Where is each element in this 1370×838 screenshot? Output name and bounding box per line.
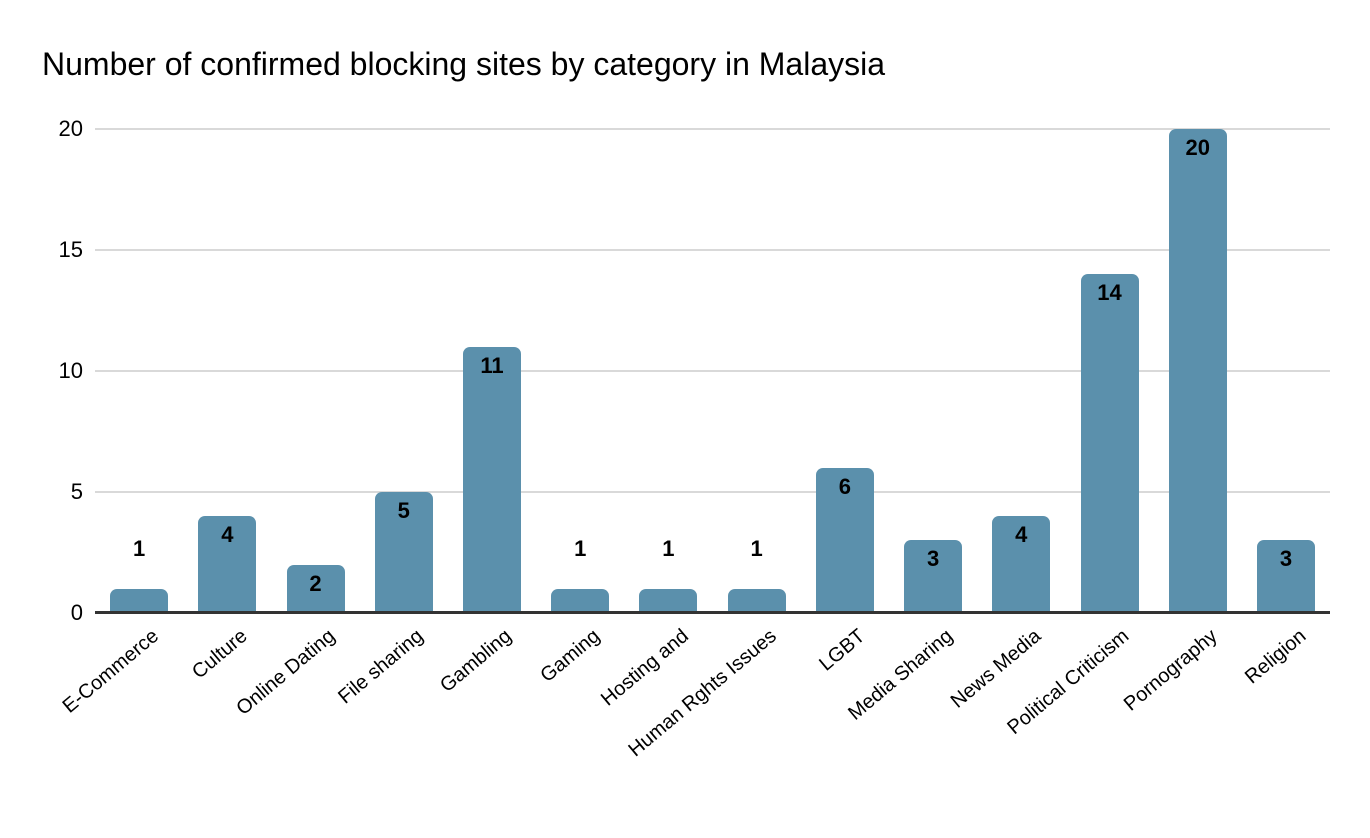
x-axis-label: Religion [1240, 625, 1311, 689]
bar-group: 6 LGBT [801, 129, 889, 675]
bar-value-label: 14 [1097, 280, 1122, 306]
y-axis-tick-label: 0 [70, 600, 83, 625]
bar-group: 4 Culture [183, 129, 271, 683]
bar-value-label: 11 [480, 352, 504, 378]
y-axis-tick-label: 5 [70, 479, 83, 504]
bar-group: 1 E-Commerce [59, 129, 183, 718]
x-axis-label: Culture [187, 625, 252, 684]
bar-value-label: 2 [309, 570, 322, 596]
bar-value-label: 4 [1015, 522, 1028, 548]
bar [286, 564, 345, 613]
bar-value-label: 3 [926, 546, 940, 572]
bar-group: 1 Human Rghts Issues [624, 129, 801, 761]
bar-group: 5 File sharing [335, 129, 448, 708]
bar [110, 588, 169, 613]
plot-area: 0 5 10 15 20 1 E-Commerce 4 Culture 2 Online Dati… [59, 116, 1330, 761]
y-axis-tick-label: 20 [58, 116, 83, 141]
bar [1168, 129, 1227, 613]
x-axis-line [95, 611, 1330, 614]
bar [198, 516, 257, 613]
bar-group: 1 Gaming [536, 129, 624, 687]
x-axis-label: LGBT [814, 625, 870, 676]
bar [904, 540, 963, 613]
bar-value-label: 5 [397, 498, 410, 523]
gridline [95, 249, 1330, 251]
y-axis-tick-label: 15 [58, 237, 83, 262]
x-axis-label: Gaming [536, 625, 605, 687]
bar-value-label: 20 [1185, 135, 1210, 160]
bar [462, 346, 521, 613]
x-axis-label: Pornography [1119, 625, 1222, 716]
bar-value-label: 4 [221, 522, 234, 548]
gridline [95, 370, 1330, 372]
bar-group: 20 Pornography [1120, 129, 1242, 715]
bar-group: 3 Religion [1241, 129, 1330, 688]
gridline [95, 128, 1330, 130]
bar [727, 588, 786, 613]
bar [551, 588, 610, 613]
bar [992, 516, 1051, 613]
bar [1256, 540, 1315, 613]
bar-value-label: 1 [662, 535, 675, 561]
x-axis-label: Human Rghts Issues [624, 625, 781, 762]
bar-value-label: 1 [574, 535, 587, 561]
bar [1080, 274, 1139, 613]
bars-row: 1 E-Commerce 4 Culture 2 Online Dating 5 File s… [59, 129, 1330, 761]
x-axis-label: E-Commerce [58, 625, 164, 718]
bar-group: 11 Gambling [436, 129, 536, 697]
bar-group: 3 Media Sharing [844, 129, 977, 725]
chart-title: Number of confirmed blocking sites by ca… [42, 46, 886, 82]
bar-group: 14 Political Criticism [1004, 129, 1153, 739]
x-axis-label: Gambling [436, 625, 517, 697]
bar [815, 467, 874, 613]
x-axis-label: File sharing [334, 625, 428, 709]
bar-group: 4 News Media [947, 129, 1065, 713]
bar-group: 2 Online Dating [233, 129, 359, 720]
bar [639, 588, 698, 613]
bar [374, 492, 433, 613]
y-axis-tick-label: 10 [58, 358, 83, 383]
gridline [95, 491, 1330, 493]
bar-value-label: 1 [132, 535, 146, 561]
bar-value-label: 6 [838, 473, 851, 499]
bar-group: 1 Hosting and [597, 129, 712, 710]
bar-value-label: 1 [750, 535, 763, 561]
bar-value-label: 3 [1279, 546, 1293, 572]
